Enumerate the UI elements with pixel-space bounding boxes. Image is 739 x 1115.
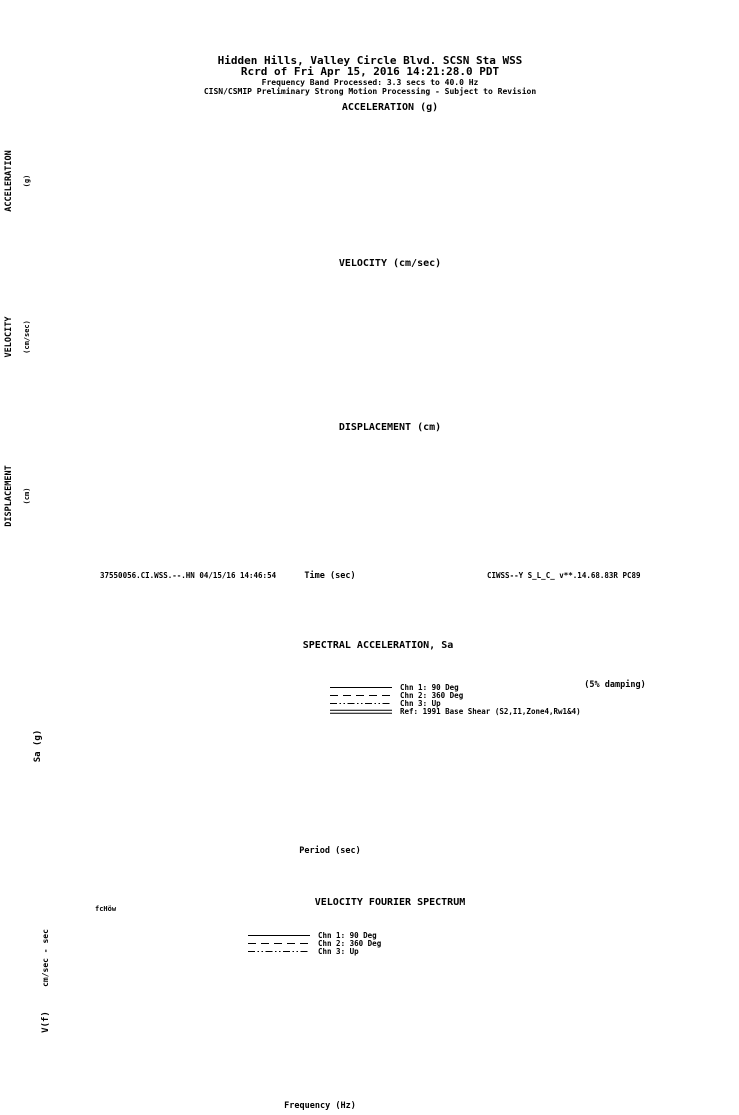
- acceleration-axis-unit: (g): [23, 175, 31, 188]
- sa-legend-chn2: Chn 2: 360 Deg: [400, 691, 464, 700]
- fourier-legend: Chn 1: 90 Deg Chn 2: 360 Deg Chn 3: Up: [248, 931, 382, 956]
- velocity-axis-unit: (cm/sec): [23, 320, 31, 354]
- velocity-section-title: VELOCITY (cm/sec): [339, 258, 441, 269]
- displacement-axis-label: DISPLACEMENT: [4, 465, 14, 526]
- fourier-chart-title: VELOCITY FOURIER SPECTRUM: [315, 897, 466, 908]
- fourier-y-axis-unit: cm/sec - sec: [41, 929, 50, 987]
- fourier-legend-chn3: Chn 3: Up: [318, 947, 359, 956]
- station-title: Hidden Hills, Valley Circle Blvd. SCSN S…: [218, 54, 523, 67]
- fourier-x-axis-label: Frequency (Hz): [284, 1101, 356, 1111]
- disclaimer-line: CISN/CSMIP Preliminary Strong Motion Pro…: [204, 86, 537, 96]
- sa-legend-chn3: Chn 3: Up: [400, 699, 441, 708]
- fourier-y-axis-label: V(f): [41, 1011, 51, 1033]
- sa-legend: Chn 1: 90 Deg Chn 2: 360 Deg Chn 3: Up R…: [330, 683, 581, 716]
- record-id-footer: 37550056.CI.WSS.--.HN 04/15/16 14:46:54: [100, 571, 277, 580]
- fourier-legend-chn1: Chn 1: 90 Deg: [318, 931, 377, 940]
- fourier-legend-chn2: Chn 2: 360 Deg: [318, 939, 382, 948]
- sa-y-axis-label: Sa (g): [33, 730, 43, 763]
- sa-legend-chn1: Chn 1: 90 Deg: [400, 683, 459, 692]
- fourier-corner-flags: fcHöw: [95, 905, 117, 913]
- sa-chart-title: SPECTRAL ACCELERATION, Sa: [303, 640, 454, 651]
- acceleration-section-title: ACCELERATION (g): [342, 102, 438, 113]
- acceleration-axis-label: ACCELERATION: [4, 150, 14, 211]
- displacement-section-title: DISPLACEMENT (cm): [339, 422, 441, 433]
- sa-legend-ref: Ref: 1991 Base Shear (S2,I1,Zone4,Rw1&4): [400, 707, 581, 716]
- processing-version-footer: CIWSS--Y S_L_C_ v**.14.68.83R PC89: [487, 571, 641, 580]
- displacement-axis-unit: (cm): [23, 488, 31, 505]
- time-axis-label: Time (sec): [304, 570, 355, 581]
- sa-x-axis-label: Period (sec): [299, 845, 360, 856]
- record-date-line: Rcrd of Fri Apr 15, 2016 14:21:28.0 PDT: [241, 65, 500, 78]
- sa-damping-note: (5% damping): [584, 679, 645, 690]
- velocity-axis-label: VELOCITY: [4, 316, 14, 358]
- frequency-band-line: Frequency Band Processed: 3.3 secs to 40…: [262, 78, 479, 87]
